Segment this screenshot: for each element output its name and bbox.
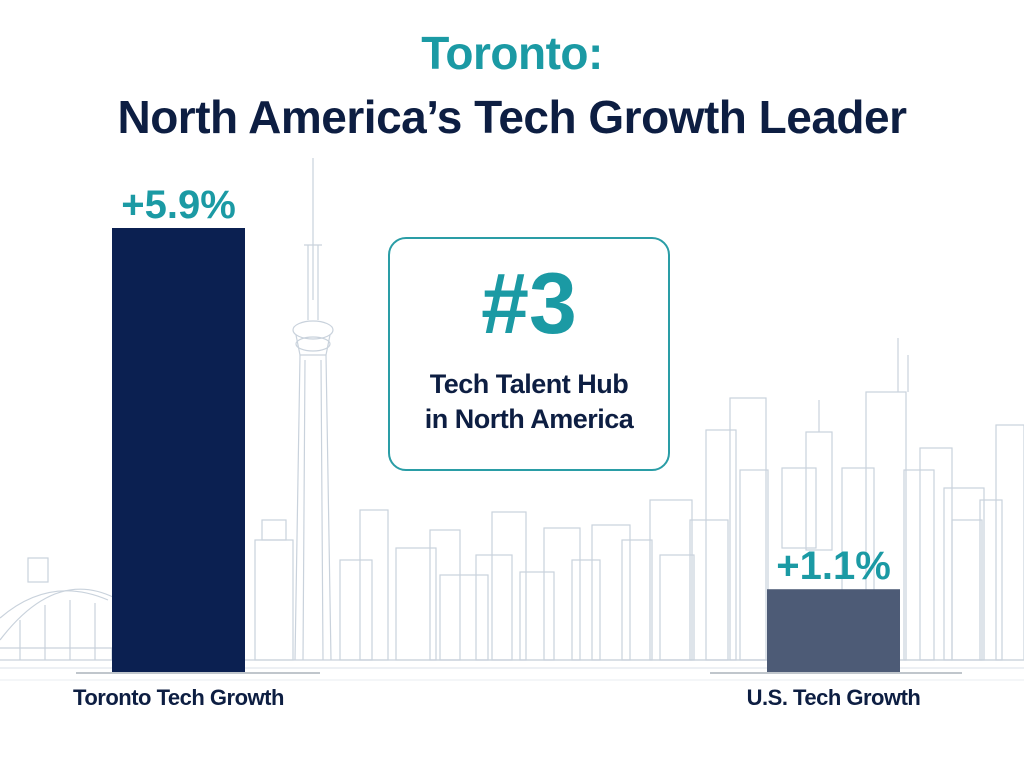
page-title-subtitle: North America’s Tech Growth Leader — [117, 91, 907, 143]
rank-callout-card: #3 Tech Talent Hub in North America — [388, 237, 670, 471]
category-label-0: Toronto Tech Growth — [73, 685, 284, 710]
bar-0 — [112, 228, 245, 672]
category-label-1: U.S. Tech Growth — [747, 685, 921, 710]
rank-number: #3 — [481, 256, 577, 352]
value-label-0: +5.9% — [121, 183, 236, 227]
page-title-city: Toronto: — [421, 27, 603, 79]
callout-line-1: Tech Talent Hub — [429, 369, 629, 399]
value-label-1: +1.1% — [776, 544, 891, 588]
callout-line-2: in North America — [424, 403, 634, 434]
bar-1 — [767, 589, 900, 672]
